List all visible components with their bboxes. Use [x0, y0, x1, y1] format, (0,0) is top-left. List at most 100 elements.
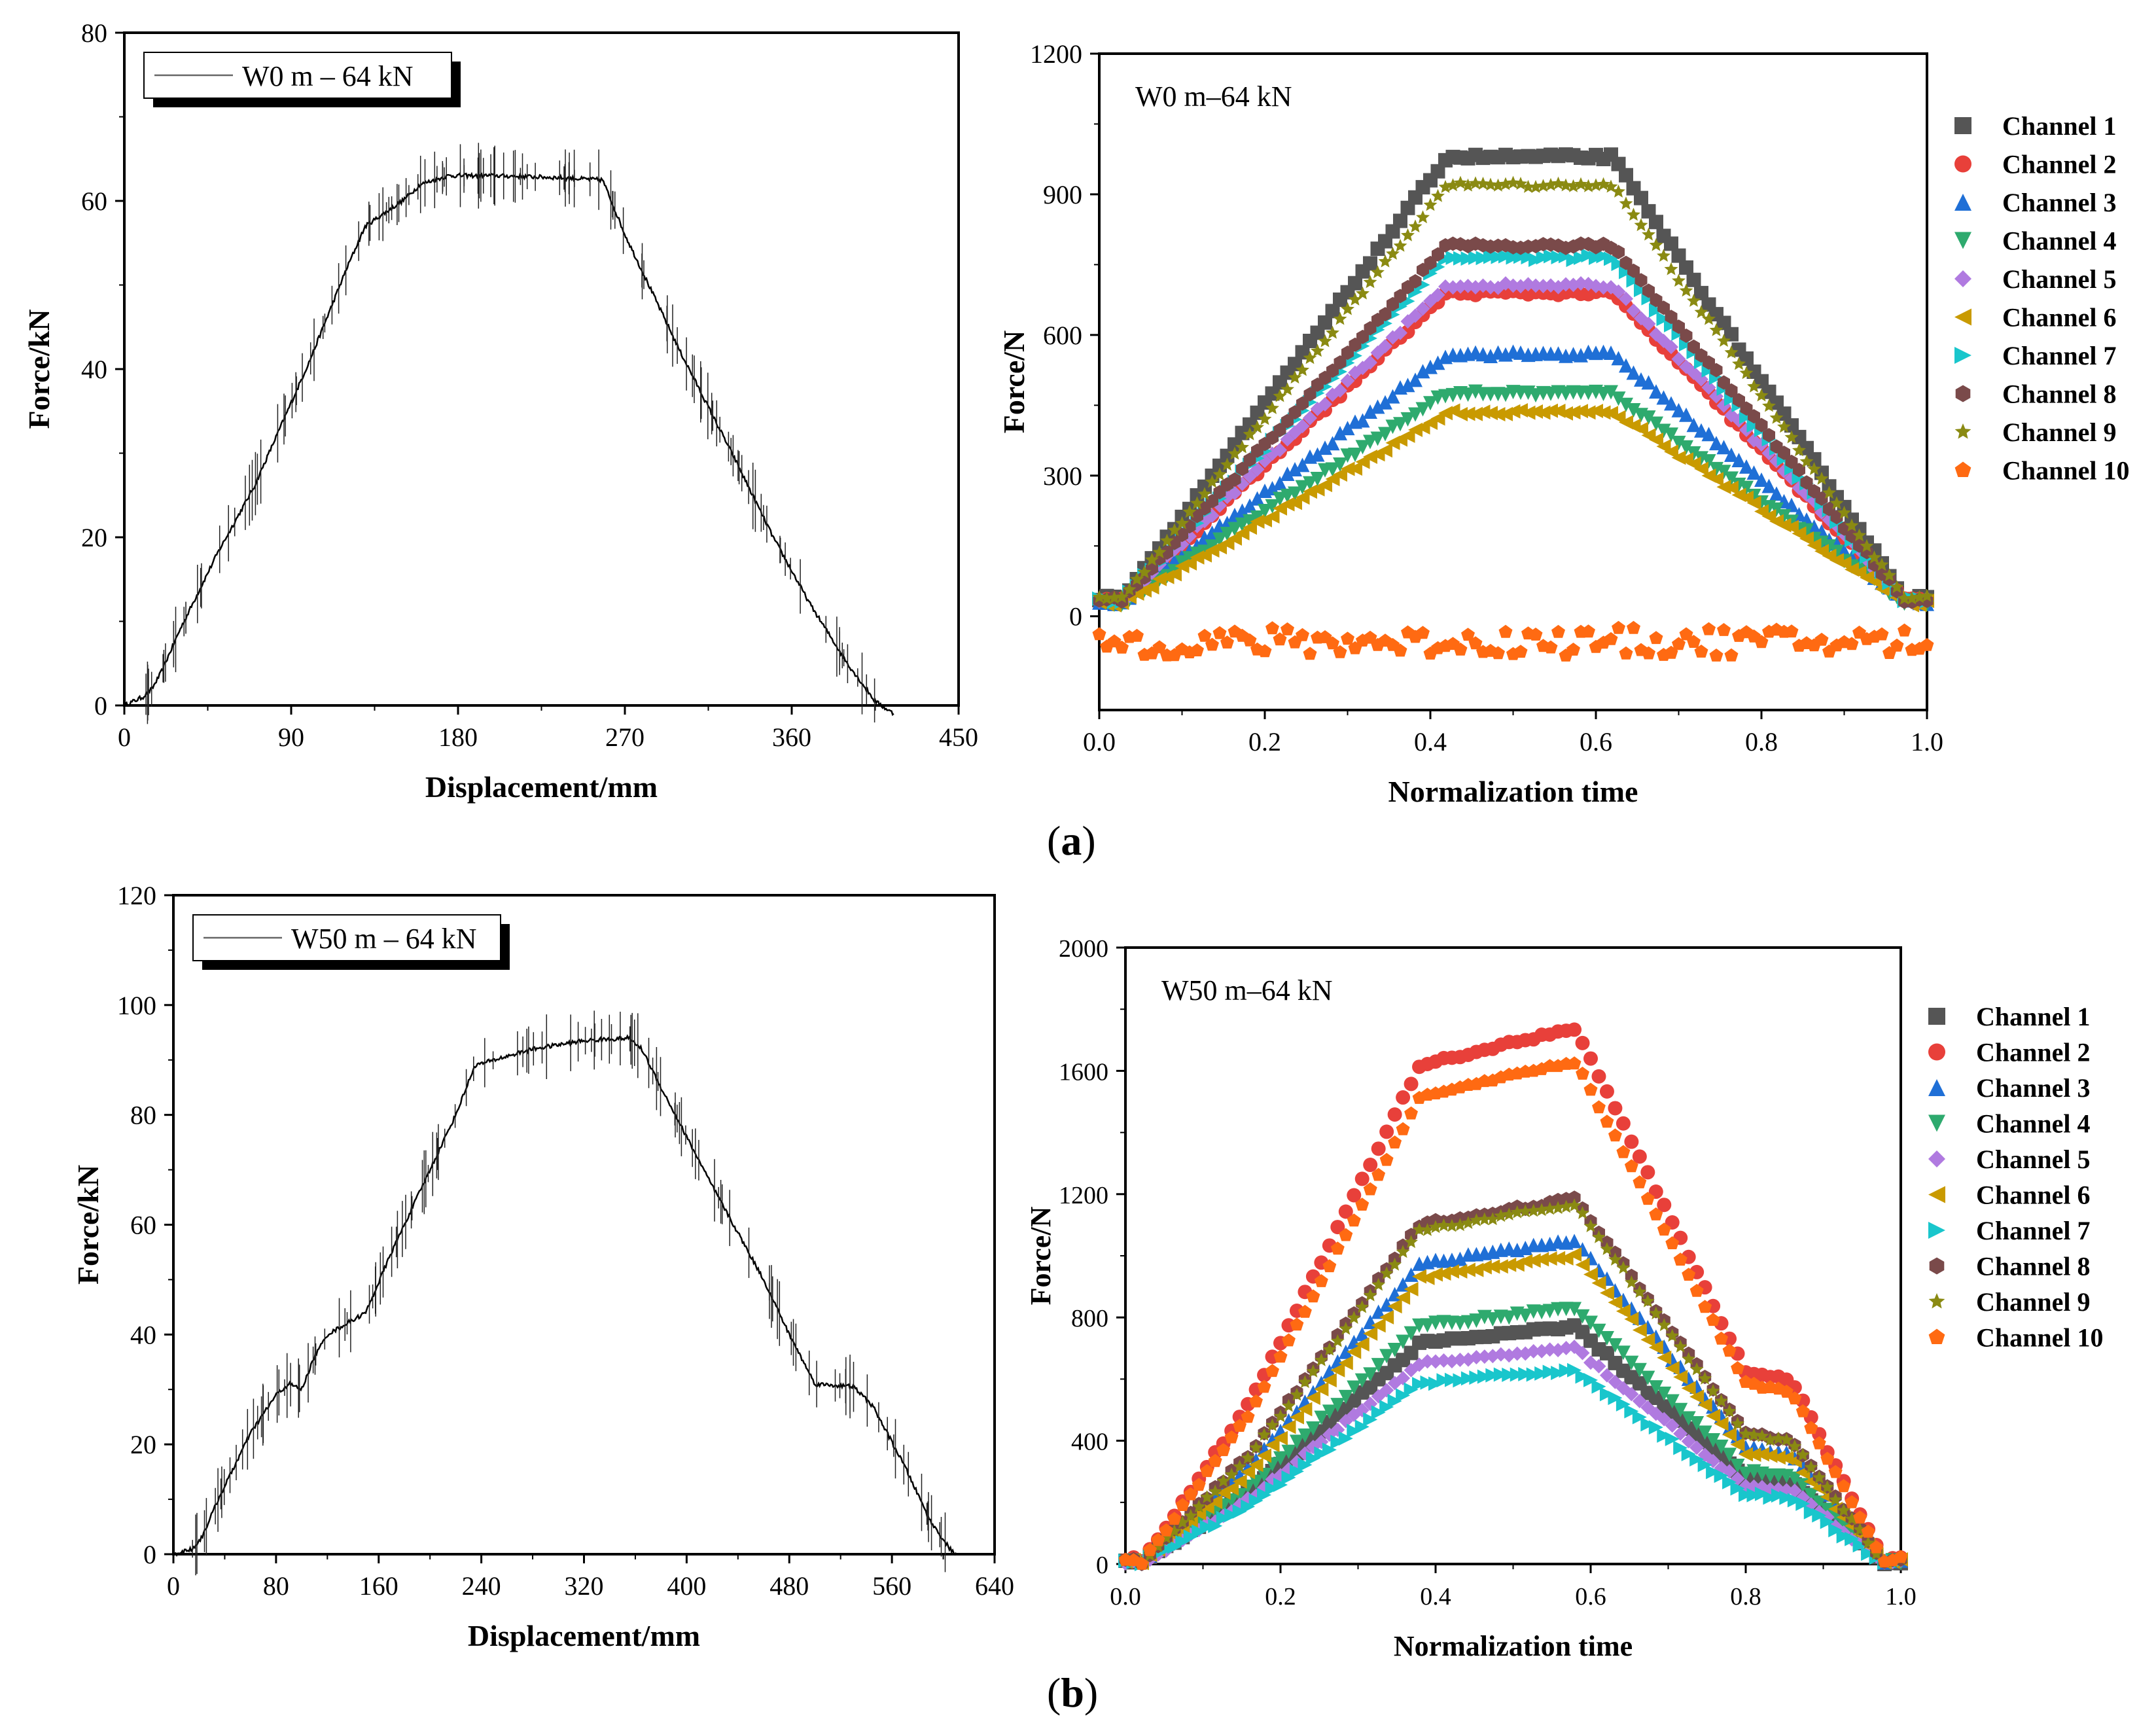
chart-b-right-legend-label-4: Channel 4: [1976, 1109, 2091, 1139]
chart-a-right-xtick-label-0: 0.0: [1083, 727, 1116, 756]
chart-b-right-legend-marker-5: [1928, 1150, 1945, 1167]
chart-a-right-xtick-label-3: 0.6: [1580, 727, 1612, 756]
chart-a-left-xtick-label-1: 90: [278, 722, 304, 752]
chart-a-left-xtick-label-4: 360: [772, 722, 811, 752]
chart-b-left-ytick-label-0: 0: [143, 1540, 156, 1569]
chart-b-right-xtick-label-4: 0.8: [1730, 1583, 1761, 1610]
chart-b-right-legend-label-9: Channel 9: [1976, 1287, 2091, 1317]
chart-b-left-xtick-label-4: 320: [565, 1571, 604, 1601]
chart-a-left-ytick-label-1: 20: [81, 523, 107, 552]
chart-a-right-legend-marker-7: [1954, 347, 1971, 364]
chart-a-right-xtick-label-5: 1.0: [1911, 727, 1943, 756]
chart-a-left-noise-spikes: [145, 143, 875, 724]
chart-b-left-xlabel: Displacement/mm: [468, 1619, 700, 1652]
chart-b-right-ylabel: Force/N: [1025, 1206, 1057, 1305]
chart-b-right-xtick-label-1: 0.2: [1265, 1583, 1296, 1610]
chart-a-right-ylabel: Force/N: [997, 330, 1031, 434]
chart-a-right-ytick-label-1: 300: [1043, 461, 1082, 491]
chart-b-right-legend-label-1: Channel 1: [1976, 1002, 2091, 1031]
chart-b-right-legend-marker-1: [1928, 1008, 1945, 1025]
chart-a-left-legend-text: W0 m – 64 kN: [242, 60, 414, 92]
chart-a-right-annotation: W0 m–64 kN: [1135, 80, 1292, 113]
chart-a-right-series-6-markers: [1092, 402, 1934, 613]
chart-b-right-xlabel: Normalization time: [1394, 1630, 1633, 1662]
panel-label-b-letter: b: [1061, 1669, 1084, 1716]
chart-b-right-legend-label-5: Channel 5: [1976, 1145, 2091, 1174]
chart-b-left-ytick-label-2: 40: [130, 1320, 156, 1349]
chart-b-left-xtick-label-1: 80: [263, 1571, 289, 1601]
chart-a-right-legend-label-4: Channel 4: [2002, 226, 2117, 256]
chart-a-right-legend-label-3: Channel 3: [2002, 188, 2117, 217]
chart-b-left-xtick-label-2: 160: [359, 1571, 398, 1601]
chart-b-left-ytick-label-5: 100: [117, 991, 156, 1020]
chart-b-right-ytick-label-2: 800: [1071, 1305, 1108, 1332]
chart-b-left-xtick-label-7: 560: [872, 1571, 911, 1601]
chart-a-right-legend-label-9: Channel 9: [2002, 418, 2117, 447]
chart-a-right-legend-marker-4: [1954, 232, 1971, 249]
chart-b-right-series-3: [1118, 1234, 1908, 1570]
chart-b-left-xtick-label-8: 640: [975, 1571, 1014, 1601]
chart-a-right-legend-marker-3: [1954, 194, 1971, 211]
chart-a-right: 0.0 0.2 0.4 0.6 0.8 1.0 0 300 600 900 1200 Normaliz…: [997, 39, 2130, 808]
chart-b-left-ytick-label-6: 120: [117, 881, 156, 910]
chart-b-right-legend-marker-3: [1928, 1079, 1945, 1096]
panel-label-b: (b): [1047, 1669, 1099, 1716]
chart-a-right-legend-marker-1: [1954, 117, 1971, 134]
chart-b-right-legend-label-7: Channel 7: [1976, 1216, 2091, 1245]
chart-b-right-ytick-label-5: 2000: [1059, 935, 1108, 963]
chart-a-right-series-1: [1092, 147, 1934, 608]
chart-b-left-ylabel: Force/kN: [71, 1165, 105, 1285]
chart-a-right-legend-label-10: Channel 10: [2002, 456, 2130, 486]
chart-b-right-legend-marker-8: [1929, 1257, 1945, 1275]
chart-a-right-series-1-markers: [1092, 147, 1934, 608]
chart-b-left-ytick-label-3: 60: [130, 1211, 156, 1240]
chart-a-right-ytick-label-4: 1200: [1030, 39, 1082, 69]
chart-b-right-series-3-markers: [1118, 1234, 1908, 1570]
chart-a-right-xtick-label-2: 0.4: [1414, 727, 1447, 756]
chart-b-right-xtick-label-2: 0.4: [1420, 1583, 1451, 1610]
chart-b-left-xtick-label-5: 400: [667, 1571, 706, 1601]
chart-b-right-ytick-label-4: 1600: [1059, 1058, 1108, 1086]
chart-b-right-legend-marker-10: [1928, 1328, 1945, 1344]
chart-a-right-series-8: [1093, 236, 1934, 609]
chart-b-right-xtick-label-5: 1.0: [1885, 1583, 1917, 1610]
panel-label-a-letter: a: [1061, 817, 1082, 864]
chart-a-right-series-4: [1092, 384, 1934, 612]
chart-b-right-series-6: [1118, 1247, 1908, 1571]
chart-a-left-ytick-label-2: 40: [81, 355, 107, 384]
chart-a-right-series-8-markers: [1093, 236, 1934, 609]
chart-a-left-ytick-label-4: 80: [81, 18, 107, 48]
chart-a-right-ytick-label-3: 900: [1043, 180, 1082, 209]
chart-a-left-ytick-label-3: 60: [81, 187, 107, 216]
chart-b-right-legend-marker-2: [1928, 1043, 1945, 1061]
chart-b-left-ytick-label-4: 80: [130, 1101, 156, 1130]
chart-b-left-xtick-label-3: 240: [462, 1571, 501, 1601]
chart-b-right-ytick-label-3: 1200: [1059, 1182, 1108, 1209]
chart-b-right-legend-marker-7: [1928, 1222, 1945, 1239]
chart-a-left-xtick-label-3: 270: [605, 722, 645, 752]
chart-a-right-legend-label-2: Channel 2: [2002, 150, 2117, 179]
chart-a-right-legend-marker-6: [1954, 308, 1971, 326]
chart-a-right-ytick-label-2: 600: [1043, 321, 1082, 350]
chart-a-right-legend-marker-8: [1955, 385, 1971, 402]
chart-b-left-noise-spikes: [192, 1010, 946, 1576]
chart-a-right-xtick-label-1: 0.2: [1248, 727, 1281, 756]
chart-b-right-xtick-label-0: 0.0: [1110, 1583, 1141, 1610]
panel-label-a: (a): [1047, 817, 1096, 864]
chart-a-right-legend-label-5: Channel 5: [2002, 264, 2117, 294]
chart-a-right-xtick-label-4: 0.8: [1745, 727, 1778, 756]
chart-b-right-legend-label-10: Channel 10: [1976, 1323, 2104, 1353]
chart-b-left: 0 80 160 240 320 400 480 560 640 0 20 40 60 80 100 120 D…: [71, 881, 1014, 1652]
chart-a-left-ylabel: Force/kN: [22, 309, 56, 429]
chart-b-right-ytick-label-0: 0: [1096, 1552, 1108, 1579]
chart-b-right-ytick-label-1: 400: [1071, 1429, 1108, 1456]
chart-b-right-legend-label-8: Channel 8: [1976, 1252, 2091, 1281]
chart-a-left-xtick-label-5: 450: [939, 722, 978, 752]
chart-a-left-series-line: [123, 171, 894, 717]
chart-b-right-legend-label-2: Channel 2: [1976, 1038, 2091, 1067]
chart-a-right-legend-label-1: Channel 1: [2002, 111, 2117, 141]
chart-b-right-series-6-markers: [1118, 1247, 1908, 1571]
chart-b-right-legend-marker-6: [1928, 1186, 1945, 1203]
chart-b-right-xtick-label-3: 0.6: [1575, 1583, 1606, 1610]
